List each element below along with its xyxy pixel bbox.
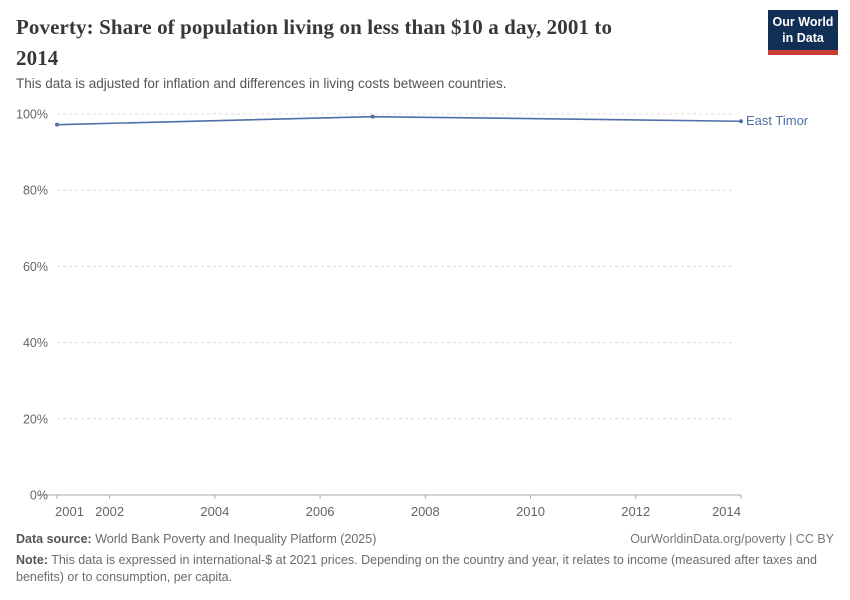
- owid-logo[interactable]: Our World in Data: [768, 10, 838, 55]
- data-source-value: World Bank Poverty and Inequality Platfo…: [95, 532, 377, 546]
- data-point[interactable]: [370, 114, 375, 119]
- logo-line-2: in Data: [782, 31, 824, 45]
- data-point[interactable]: [739, 119, 743, 124]
- page-title: Poverty: Share of population living on l…: [16, 12, 746, 74]
- x-tick-label: 2004: [200, 504, 229, 519]
- y-tick-label: 0%: [30, 489, 48, 503]
- chart-subtitle: This data is adjusted for inflation and …: [16, 76, 507, 91]
- note-line: Note: This data is expressed in internat…: [16, 552, 822, 586]
- y-tick-label: 20%: [23, 412, 48, 426]
- note-label: Note:: [16, 553, 48, 567]
- x-tick-label: 2014: [712, 504, 741, 519]
- y-tick-label: 60%: [23, 260, 48, 274]
- data-source-label: Data source:: [16, 532, 92, 546]
- data-source-line: Data source: World Bank Poverty and Ineq…: [16, 531, 376, 548]
- y-tick-label: 40%: [23, 336, 48, 350]
- series-label: East Timor: [746, 113, 809, 128]
- title-line-1: Poverty: Share of population living on l…: [16, 15, 613, 39]
- x-tick-label: 2008: [411, 504, 440, 519]
- x-tick-label: 2006: [306, 504, 335, 519]
- data-point[interactable]: [55, 122, 59, 127]
- y-tick-label: 80%: [23, 184, 48, 198]
- y-tick-label: 100%: [16, 108, 48, 122]
- trend-line[interactable]: [56, 115, 742, 126]
- x-tick-label: 2010: [516, 504, 545, 519]
- x-tick-label: 2001: [55, 504, 84, 519]
- chart-footer: Data source: World Bank Poverty and Ineq…: [16, 531, 834, 586]
- title-line-2: 2014: [16, 46, 59, 70]
- credit-link[interactable]: OurWorldinData.org/poverty | CC BY: [630, 532, 834, 546]
- line-chart[interactable]: 0% 20% 40% 60% 80% 100% 2001 2002 2004 2006 2008 20…: [0, 95, 850, 525]
- x-tick-label: 2012: [621, 504, 650, 519]
- note-text: This data is expressed in international-…: [16, 553, 817, 584]
- x-tick-label: 2002: [95, 504, 124, 519]
- logo-line-1: Our World: [772, 15, 834, 29]
